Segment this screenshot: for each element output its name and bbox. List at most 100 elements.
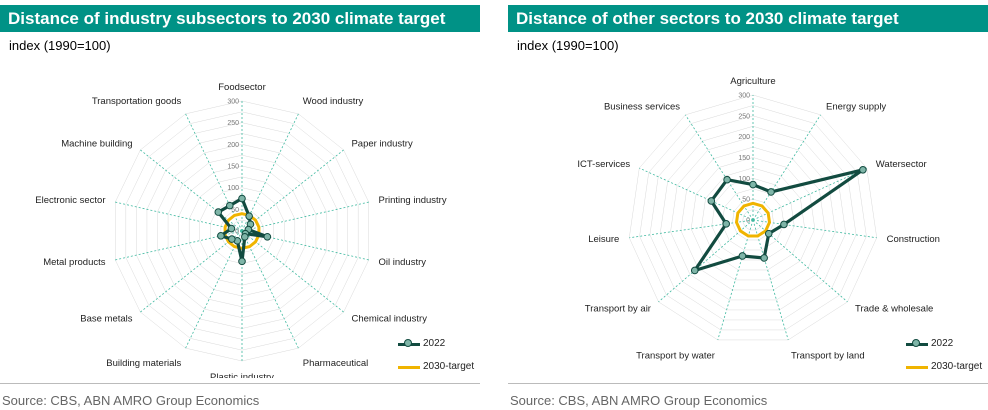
grid-ring [690,157,816,281]
data-point-business-services [723,175,731,184]
grid-ring [711,178,795,261]
radial-tick-label: 50 [231,207,239,214]
data-point-foodsector [238,194,246,203]
grid-ring [188,176,296,286]
axis-label-agriculture: Agriculture [730,76,775,87]
axis-label-chemical-industry: Chemical industry [351,313,427,324]
axis-label-machine-building: Machine building [61,139,132,150]
chart-panel-industry: Distance of industry subsectors to 2030 … [0,0,480,410]
grid-ring [649,115,857,321]
radar-spoke [658,219,754,303]
axis-label-pharmaceutical: Pharmaceutical [303,358,368,369]
axis-label-electronic-sector: Electronic sector [35,195,105,206]
divider [508,383,988,384]
grid-ring [167,154,317,308]
chart-subtitle: index (1990=100) [517,38,619,53]
radar-grid [115,100,369,362]
chart-title: Distance of other sectors to 2030 climat… [508,5,988,32]
radar-spoke [752,219,877,239]
data-point-base-metals [228,235,236,243]
radar-spoke [685,114,754,221]
axis-label-foodsector: Foodsector [218,82,266,93]
chart-subtitle: index (1990=100) [9,38,111,53]
data-point-construction [780,220,788,229]
grid-ring [680,146,826,291]
data-point-watersector [859,166,867,174]
radar-spoke [140,149,243,232]
radial-tick-label: 100 [227,185,239,192]
legend-label-2030-target: 2030-target [423,361,475,372]
grid-ring [199,187,285,275]
grid-ring [732,198,774,241]
data-point-transport-by-air [690,266,699,275]
radar-spoke [629,219,754,239]
data-point-oil-industry [263,232,272,241]
radar-spoke [241,201,369,232]
series-line-2022 [693,168,865,273]
data-point-pharmaceutical [241,233,249,241]
radar-spoke [241,149,344,232]
legend-label-2022: 2022 [423,338,446,349]
legend-label-2022: 2022 [931,338,954,349]
data-point-wood-industry [245,212,253,220]
data-point-electronic-sector [227,224,236,233]
data-point-plastic-industry [238,257,246,266]
axis-label-leisure: Leisure [588,234,619,245]
data-point-ict-services [707,197,716,205]
legend-label-2030-target: 2030-target [931,361,983,372]
radial-tick-label: 0 [235,229,239,236]
grid-ring [742,209,764,231]
axis-label-construction: Construction [887,234,940,245]
radar-spoke [752,167,867,221]
radar-spoke [752,219,789,341]
radar-spoke [717,219,754,341]
axis-label-trade-and-wholesale: Trade & wholesale [855,303,933,314]
axis-label-printing-industry: Printing industry [378,195,446,206]
divider [0,383,480,384]
radial-tick-label: 0 [746,218,750,225]
source-note: Source: CBS, ABN AMRO Group Economics [2,393,260,408]
radial-tick-label: 100 [738,176,750,183]
radial-tick-label: 200 [738,134,750,141]
axis-label-transport-by-land: Transport by land [791,351,865,362]
chart-title: Distance of industry subsectors to 2030 … [0,5,480,32]
axis-label-transportation-goods: Transportation goods [92,96,182,107]
data-point-transport-by-land [760,254,768,262]
radar-spoke [639,167,754,221]
radar-chart-other-sectors: 0 50 100 150 200 250 300 Agriculture Energy supp… [577,76,940,362]
radar-spoke [185,230,243,349]
radar-spoke [115,201,243,232]
grid-ring [659,125,847,311]
grid-ring [157,144,327,318]
axis-label-ict-services: ICT-services [577,159,630,170]
axis-label-base-metals: Base metals [80,313,133,324]
axis-label-wood-industry: Wood industry [303,96,364,107]
radial-tick-label: 150 [227,164,239,171]
data-point-transportation-goods [225,201,234,210]
grid-ring [639,105,867,331]
radar-spoke [241,230,299,349]
source-note: Source: CBS, ABN AMRO Group Economics [510,393,768,408]
axis-label-building-materials: Building materials [106,358,181,369]
axis-label-transport-by-water: Transport by water [636,351,715,362]
data-point-transport-by-water [738,252,747,260]
grid-ring [629,94,877,341]
radial-tick-label: 300 [738,93,750,100]
radial-tick-label: 150 [738,155,750,162]
axis-label-watersector: Watersector [876,159,927,170]
axis-label-transport-by-air: Transport by air [585,303,651,314]
axis-label-business-services: Business services [604,101,680,112]
legend-swatch-2030-target [398,366,420,369]
radial-tick-label: 250 [227,120,239,127]
axis-label-paper-industry: Paper industry [351,139,413,150]
radar-spoke [241,230,344,313]
radar-chart-industry: 0 50 100 150 200 250 300 Foodsector Wood industr… [35,82,447,378]
legend-marker-2022 [912,339,920,347]
data-point-machine-building [214,208,223,216]
data-point-metal-products [217,232,225,240]
radial-tick-label: 300 [227,99,239,106]
series-line-2030-target [734,201,772,238]
data-point-agriculture [749,180,757,189]
grid-ring [125,111,359,351]
data-point-leisure [722,220,730,228]
